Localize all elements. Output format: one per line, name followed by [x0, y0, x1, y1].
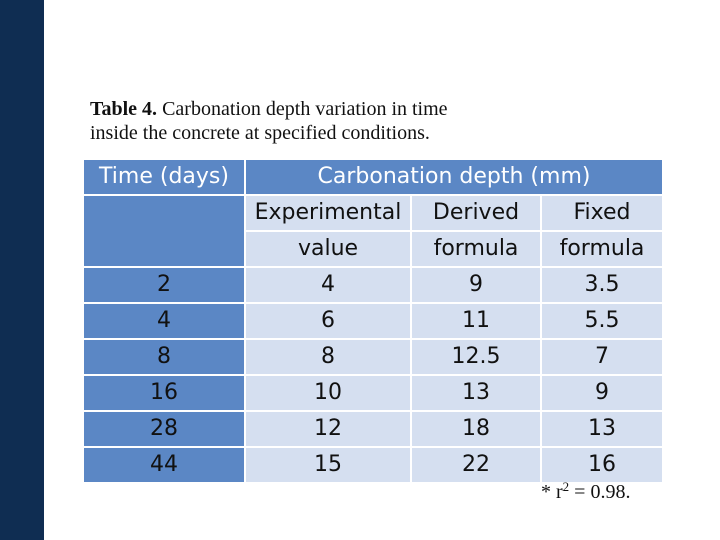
caption-text-line1: Carbonation depth variation in time — [162, 98, 448, 120]
table-row: 44 15 22 16 — [82, 446, 664, 484]
footnote-exponent: 2 — [562, 479, 570, 494]
table-row: 8 8 12.5 7 — [82, 338, 664, 376]
table-row: 4 6 11 5.5 — [82, 302, 664, 340]
table-caption: Table 4. Carbonation depth variation in … — [90, 97, 560, 145]
cell-derived: 22 — [410, 446, 542, 484]
cell-derived: 18 — [410, 410, 542, 448]
header-row: Time (days) Carbonation depth (mm) — [82, 158, 664, 196]
cell-fixed: 16 — [540, 446, 664, 484]
cell-time: 2 — [82, 266, 246, 304]
subheader-fixed-line1: Fixed — [540, 194, 664, 232]
cell-derived: 11 — [410, 302, 542, 340]
cell-time: 8 — [82, 338, 246, 376]
cell-time: 16 — [82, 374, 246, 412]
cell-experimental: 10 — [244, 374, 412, 412]
table-row: 28 12 18 13 — [82, 410, 664, 448]
cell-derived: 9 — [410, 266, 542, 304]
subheader-derived-line2: formula — [410, 230, 542, 268]
caption-text-line2: inside the concrete at specified conditi… — [90, 122, 430, 144]
cell-time: 28 — [82, 410, 246, 448]
header-time-empty — [82, 194, 246, 268]
header-depth: Carbonation depth (mm) — [244, 158, 664, 196]
subheader-experimental-line1: Experimental — [244, 194, 412, 232]
subheader-row-2: value formula formula — [83, 230, 664, 268]
cell-time: 4 — [82, 302, 246, 340]
cell-experimental: 6 — [244, 302, 412, 340]
cell-fixed: 9 — [540, 374, 664, 412]
cell-time: 44 — [82, 446, 246, 484]
cell-experimental: 4 — [244, 266, 412, 304]
header-time: Time (days) — [82, 158, 246, 196]
cell-derived: 13 — [410, 374, 542, 412]
cell-experimental: 8 — [244, 338, 412, 376]
cell-fixed: 13 — [540, 410, 664, 448]
carbonation-table: Time (days) Carbonation depth (mm) Exper… — [82, 158, 664, 484]
cell-derived: 12.5 — [410, 338, 542, 376]
table-row: 16 10 13 9 — [82, 374, 664, 412]
footnote-prefix: * r — [541, 481, 563, 503]
cell-experimental: 15 — [244, 446, 412, 484]
cell-fixed: 7 — [540, 338, 664, 376]
subheader-derived-line1: Derived — [410, 194, 542, 232]
footnote-suffix: = 0.98. — [569, 481, 631, 503]
cell-experimental: 12 — [244, 410, 412, 448]
footnote: * r2 = 0.98. — [541, 479, 630, 504]
table-row: 2 4 9 3.5 — [82, 266, 664, 304]
cell-fixed: 3.5 — [540, 266, 664, 304]
cell-fixed: 5.5 — [540, 302, 664, 340]
caption-label: Table 4. — [90, 98, 158, 120]
subheader-experimental-line2: value — [244, 230, 412, 268]
subheader-row-1: Experimental Derived Fixed — [82, 194, 664, 268]
side-bar — [0, 0, 44, 540]
subheader-fixed-line2: formula — [540, 230, 664, 268]
